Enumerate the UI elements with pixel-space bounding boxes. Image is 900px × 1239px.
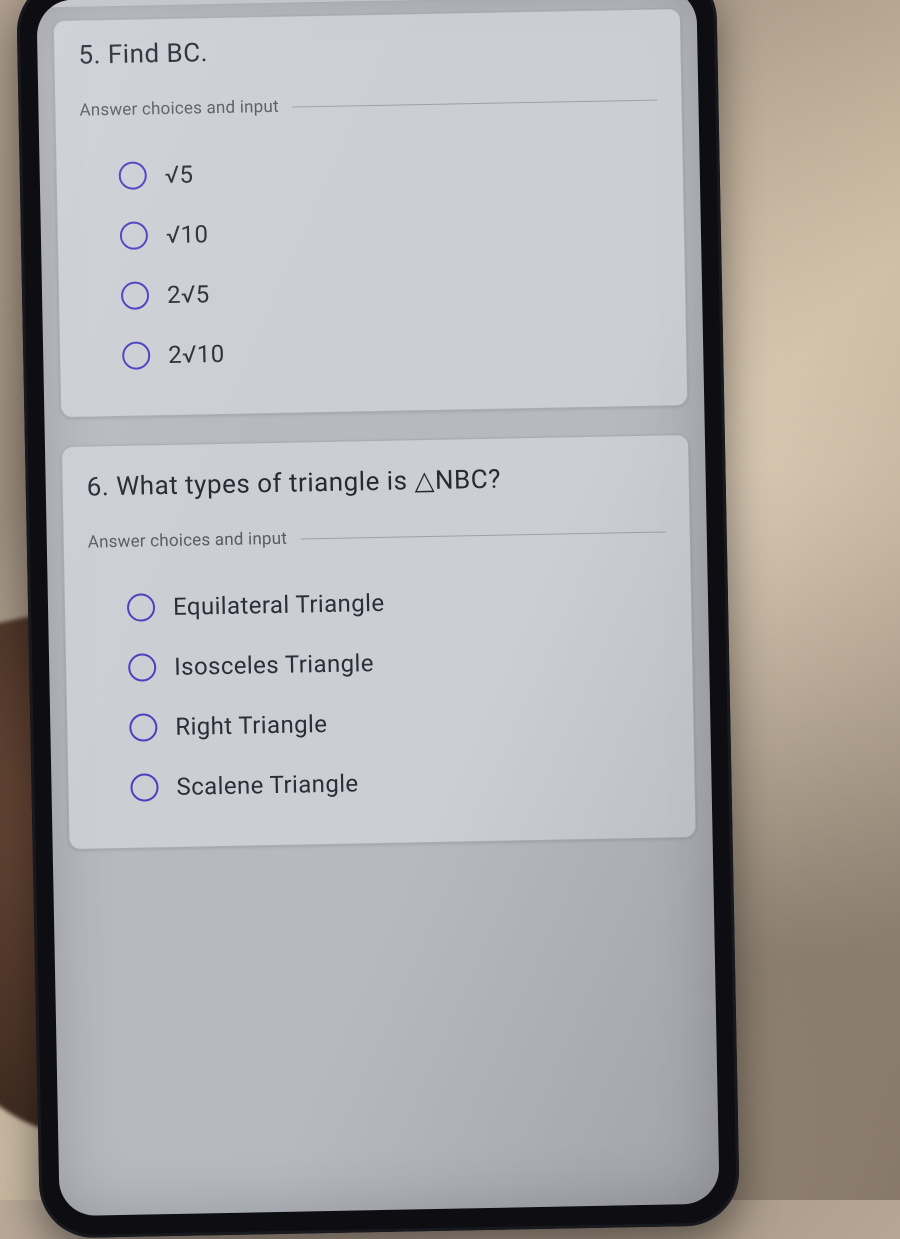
option-label: 2√10	[168, 340, 225, 369]
question-title: 6. What types of triangle is △NBC?	[86, 461, 664, 502]
phone-screen[interactable]: 5. Find BC. Answer choices and input √5 …	[36, 0, 719, 1216]
radio-icon	[120, 221, 149, 250]
options-group: √5 √10 2√5 2√10	[80, 136, 663, 387]
radio-icon	[122, 341, 151, 370]
question-number: 6.	[86, 472, 109, 502]
option-label: Right Triangle	[175, 710, 328, 741]
option-label: Isosceles Triangle	[174, 649, 374, 681]
radio-option[interactable]: √5	[114, 136, 659, 206]
section-label: Answer choices and input	[79, 97, 279, 121]
options-group: Equilateral Triangle Isosceles Triangle …	[88, 567, 671, 818]
option-label: √5	[164, 160, 193, 189]
question-card-6: 6. What types of triangle is △NBC? Answe…	[61, 434, 697, 850]
radio-icon	[130, 773, 159, 802]
phone-frame: 5. Find BC. Answer choices and input √5 …	[16, 0, 740, 1239]
radio-icon	[121, 281, 150, 310]
section-rule	[301, 531, 666, 539]
radio-option[interactable]: 2√10	[118, 316, 663, 386]
radio-option[interactable]: Isosceles Triangle	[124, 627, 669, 697]
screen-top-edge	[36, 0, 696, 8]
radio-icon	[129, 713, 158, 742]
option-label: Scalene Triangle	[176, 769, 359, 800]
radio-option[interactable]: Right Triangle	[125, 687, 670, 757]
question-prompt: What types of triangle is △NBC?	[116, 465, 501, 502]
option-label: 2√5	[167, 280, 210, 309]
section-label-row: Answer choices and input	[88, 521, 666, 552]
question-card-5: 5. Find BC. Answer choices and input √5 …	[53, 8, 689, 418]
question-title: 5. Find BC.	[78, 30, 656, 71]
radio-option[interactable]: 2√5	[117, 256, 662, 326]
option-label: √10	[166, 220, 209, 249]
radio-icon	[127, 593, 156, 622]
section-label: Answer choices and input	[88, 529, 288, 553]
section-rule	[293, 99, 658, 107]
section-label-row: Answer choices and input	[79, 90, 657, 121]
radio-icon	[128, 653, 157, 682]
option-label: Equilateral Triangle	[173, 589, 385, 621]
radio-icon	[119, 161, 148, 190]
radio-option[interactable]: √10	[115, 196, 660, 266]
radio-option[interactable]: Scalene Triangle	[126, 747, 671, 817]
question-prompt: Find BC.	[108, 38, 209, 70]
radio-option[interactable]: Equilateral Triangle	[122, 567, 667, 637]
question-number: 5.	[78, 40, 101, 70]
